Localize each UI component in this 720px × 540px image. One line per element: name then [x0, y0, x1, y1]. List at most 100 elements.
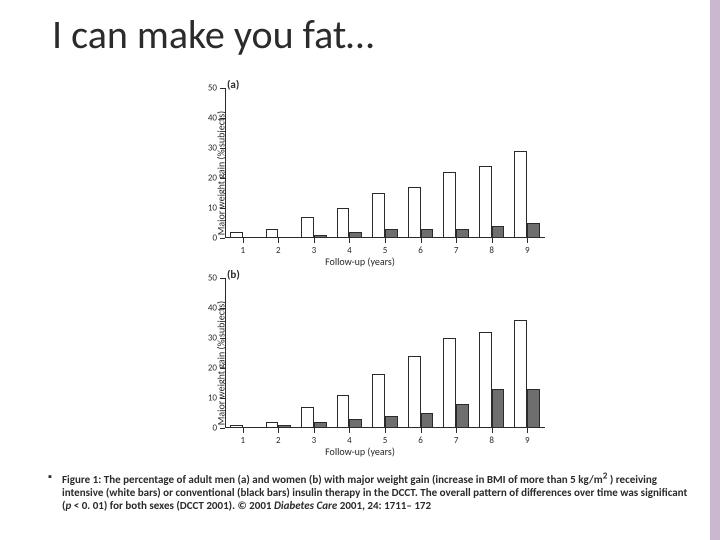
- bar-intensive: [372, 374, 385, 428]
- x-tick-label: 6: [418, 245, 423, 256]
- bar-intensive: [337, 208, 350, 238]
- x-tick-label: 3: [312, 245, 317, 256]
- y-tick: [220, 118, 225, 119]
- bar-conventional: [527, 389, 540, 428]
- x-tick-label: 2: [276, 245, 281, 256]
- x-tick: [349, 428, 350, 433]
- bar-conventional: [492, 226, 505, 238]
- bar-conventional: [314, 422, 327, 428]
- caption-text-4: 2001, 24: 1711– 172: [337, 499, 431, 512]
- bar-conventional: [527, 223, 540, 238]
- plot-area: 01020304050123456789: [225, 278, 545, 428]
- x-tick-label: 4: [347, 435, 352, 446]
- bar-conventional: [492, 389, 505, 428]
- bar-intensive: [514, 320, 527, 428]
- x-tick-label: 1: [240, 435, 245, 446]
- x-tick: [421, 428, 422, 433]
- y-tick-label: 40: [193, 304, 217, 313]
- x-tick-label: 2: [276, 435, 281, 446]
- y-tick: [220, 148, 225, 149]
- bar-intensive: [408, 356, 421, 428]
- x-tick-label: 5: [383, 245, 388, 256]
- bar-intensive: [479, 166, 492, 238]
- bar-intensive: [514, 151, 527, 238]
- x-tick-label: 9: [525, 245, 530, 256]
- y-tick-label: 20: [193, 364, 217, 373]
- bar-conventional: [278, 425, 291, 428]
- y-tick-label: 30: [193, 334, 217, 343]
- bar-intensive: [230, 232, 243, 238]
- bar-conventional: [421, 229, 434, 238]
- bar-intensive: [408, 187, 421, 238]
- y-tick: [220, 338, 225, 339]
- y-tick: [220, 88, 225, 89]
- bar-conventional: [456, 229, 469, 238]
- y-tick: [220, 238, 225, 239]
- y-tick-label: 30: [193, 144, 217, 153]
- slide-title: I can make you fat…: [52, 10, 374, 59]
- bar-intensive: [443, 338, 456, 428]
- x-tick: [278, 428, 279, 433]
- bar-intensive: [443, 172, 456, 238]
- x-tick-label: 7: [454, 435, 459, 446]
- chart-figure: (a)Major weight gain (% subjects)Follow-…: [155, 78, 565, 458]
- x-tick-label: 4: [347, 245, 352, 256]
- x-tick: [349, 238, 350, 243]
- x-tick-label: 3: [312, 435, 317, 446]
- figure-caption: Figure 1: The percentage of adult men (a…: [62, 470, 690, 512]
- y-tick-label: 0: [193, 234, 217, 243]
- x-tick: [456, 238, 457, 243]
- x-tick: [243, 238, 244, 243]
- bar-conventional: [385, 229, 398, 238]
- y-tick: [220, 368, 225, 369]
- x-tick: [314, 238, 315, 243]
- x-tick: [456, 428, 457, 433]
- x-tick: [385, 428, 386, 433]
- x-tick: [243, 428, 244, 433]
- y-tick: [220, 398, 225, 399]
- y-tick-label: 50: [193, 84, 217, 93]
- bar-intensive: [301, 407, 314, 428]
- bar-intensive: [337, 395, 350, 428]
- x-tick: [527, 428, 528, 433]
- caption-text-3: < 0. 01) for both sexes (DCCT 2001). © 2…: [71, 499, 274, 512]
- x-tick-label: 9: [525, 435, 530, 446]
- y-tick: [220, 278, 225, 279]
- bar-intensive: [301, 217, 314, 238]
- x-tick-label: 8: [489, 245, 494, 256]
- chart-panel-a: (a)Major weight gain (% subjects)Follow-…: [155, 78, 565, 268]
- y-tick: [220, 208, 225, 209]
- y-axis: [225, 88, 226, 238]
- caption-bullet: ▪: [48, 470, 52, 483]
- plot-area: 01020304050123456789: [225, 88, 545, 238]
- slide: I can make you fat… (a)Major weight gain…: [0, 0, 720, 540]
- x-tick: [492, 238, 493, 243]
- x-tick: [492, 428, 493, 433]
- x-tick: [314, 428, 315, 433]
- caption-text-1: Figure 1: The percentage of adult men (a…: [62, 473, 603, 486]
- x-tick-label: 6: [418, 435, 423, 446]
- x-tick: [278, 238, 279, 243]
- bar-conventional: [349, 232, 362, 238]
- bar-intensive: [479, 332, 492, 428]
- bar-conventional: [385, 416, 398, 428]
- y-tick-label: 40: [193, 114, 217, 123]
- x-tick: [385, 238, 386, 243]
- side-accent: [710, 0, 720, 540]
- y-tick: [220, 428, 225, 429]
- x-tick: [527, 238, 528, 243]
- y-tick-label: 0: [193, 424, 217, 433]
- x-axis-label: Follow-up (years): [155, 255, 565, 268]
- y-tick: [220, 178, 225, 179]
- x-tick-label: 1: [240, 245, 245, 256]
- bar-conventional: [421, 413, 434, 428]
- bar-intensive: [372, 193, 385, 238]
- x-tick-label: 7: [454, 245, 459, 256]
- x-tick-label: 8: [489, 435, 494, 446]
- bar-conventional: [349, 419, 362, 428]
- x-axis-label: Follow-up (years): [155, 445, 565, 458]
- bar-intensive: [266, 422, 279, 428]
- y-tick: [220, 308, 225, 309]
- bar-conventional: [314, 235, 327, 238]
- bar-intensive: [230, 425, 243, 428]
